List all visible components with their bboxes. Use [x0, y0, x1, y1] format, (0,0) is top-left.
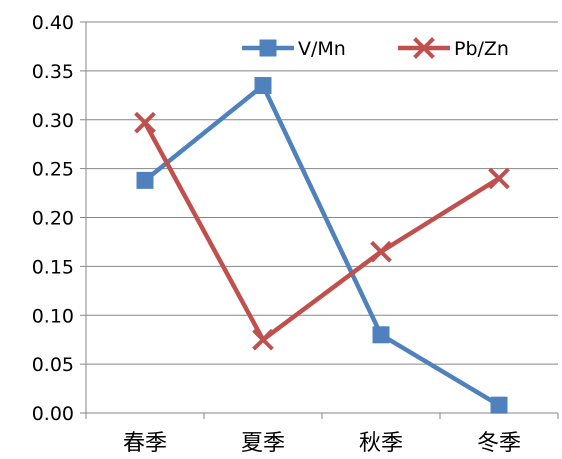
legend-label: Pb/Zn — [454, 38, 509, 60]
data-point — [370, 240, 392, 263]
legend-label: V/Mn — [298, 38, 346, 60]
x-category-label: 秋季 — [359, 431, 403, 455]
y-tick-label: 0.25 — [32, 159, 74, 181]
axes: 0.00 0.05 0.10 0.15 0.20 0.25 0.30 0.35 0.40 春季 夏季… — [32, 12, 559, 456]
y-tick-label: 0.40 — [32, 12, 74, 34]
series-1 — [134, 111, 510, 351]
series — [134, 77, 510, 414]
grid-lines — [86, 21, 558, 365]
y-tick-label: 0.10 — [32, 305, 74, 327]
y-tick-label: 0.35 — [32, 61, 74, 83]
data-point — [372, 326, 390, 344]
y-tick-label: 0.00 — [32, 403, 74, 425]
data-point — [136, 171, 154, 189]
y-tick-label: 0.15 — [32, 256, 74, 278]
marker-x-stroke — [370, 240, 392, 263]
marker-x-stroke — [252, 328, 274, 351]
data-point — [254, 77, 272, 95]
x-category-label: 冬季 — [477, 431, 521, 455]
y-tick-label: 0.20 — [32, 208, 74, 230]
y-tick-label: 0.30 — [32, 110, 74, 132]
x-category-label: 夏季 — [241, 431, 285, 455]
data-point — [252, 328, 274, 351]
marker-x-stroke — [488, 167, 510, 190]
series-0 — [136, 77, 508, 414]
x-category-label: 春季 — [123, 431, 167, 455]
data-point — [134, 111, 156, 134]
legend-marker — [413, 37, 435, 59]
legend-item: V/Mn — [242, 38, 346, 60]
marker-x-stroke — [134, 111, 156, 134]
series-line — [143, 121, 501, 342]
legend: V/Mn Pb/Zn — [242, 37, 509, 60]
legend-item: Pb/Zn — [398, 37, 509, 60]
legend-marker — [259, 39, 277, 57]
y-tick-label: 0.05 — [32, 354, 74, 376]
series-line — [143, 83, 501, 408]
marker-x-stroke — [413, 37, 435, 59]
data-point — [490, 396, 508, 414]
data-point — [488, 167, 510, 190]
